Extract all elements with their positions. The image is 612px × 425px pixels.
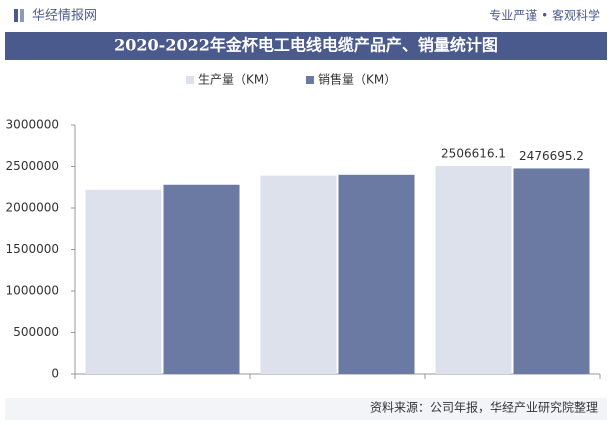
bar — [435, 165, 512, 374]
legend-swatch — [186, 76, 194, 84]
legend-label: 销售量（KM） — [318, 72, 396, 87]
y-tick-label: 1500000 — [6, 242, 59, 256]
chart-title: 2020-2022年金杯电工电线电缆产品产、销量统计图 — [114, 36, 498, 55]
bar — [513, 168, 590, 374]
y-tick-label: 1000000 — [6, 284, 59, 298]
bar — [338, 174, 415, 374]
y-tick-label: 3000000 — [6, 118, 59, 132]
title-bar — [5, 32, 607, 60]
motto: 专业严谨 • 客观科学 — [489, 8, 600, 23]
data-label: 2506616.1 — [441, 146, 506, 160]
bar — [260, 175, 337, 374]
logo-icon — [14, 9, 18, 22]
legend-swatch — [306, 76, 314, 84]
y-tick-label: 2500000 — [6, 159, 59, 173]
bar — [163, 184, 240, 374]
legend-label: 生产量（KM） — [198, 73, 276, 87]
bar — [85, 189, 162, 374]
logo-text: 华经情报网 — [32, 9, 97, 24]
footer-bar — [5, 398, 607, 420]
logo-icon — [20, 9, 24, 22]
y-tick-label: 2000000 — [6, 201, 59, 215]
y-tick-label: 0 — [51, 367, 59, 381]
y-tick-label: 500000 — [13, 325, 59, 339]
data-label: 2476695.2 — [519, 149, 584, 163]
source: 资料来源：公司年报，华经产业研究院整理 — [370, 400, 598, 415]
